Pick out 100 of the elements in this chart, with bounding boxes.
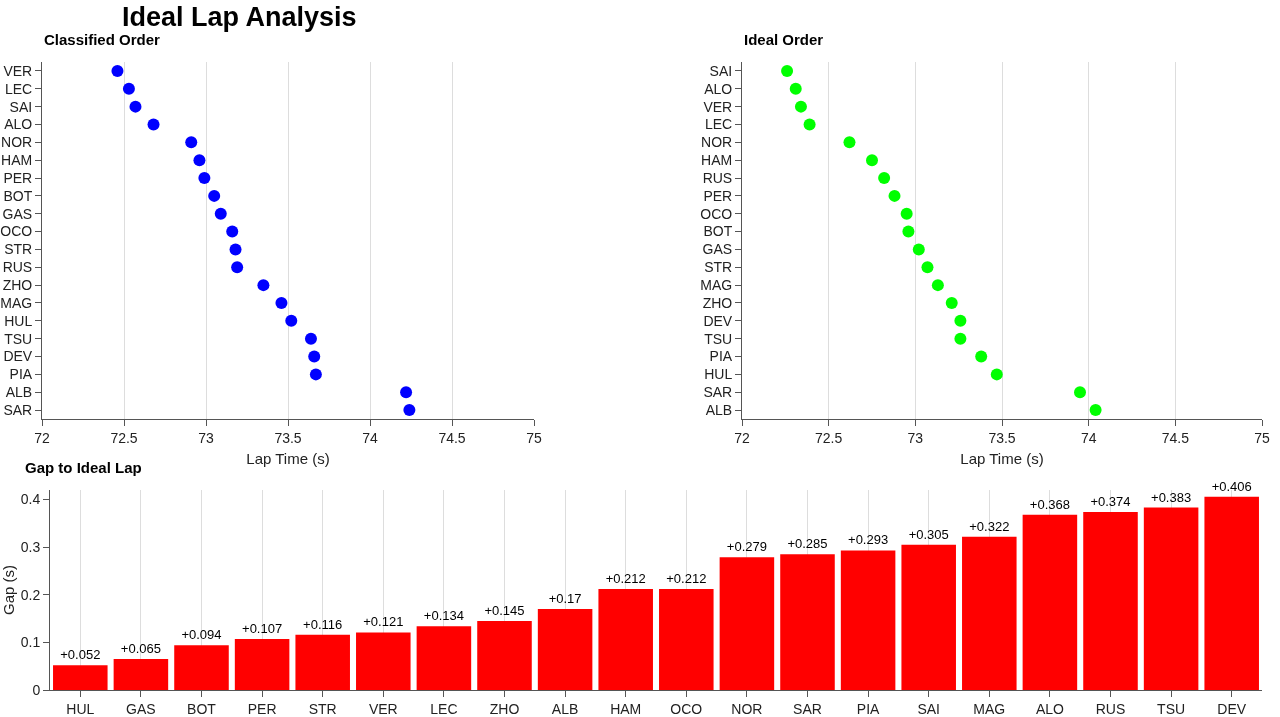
y-tick-label: ALB	[5, 384, 33, 401]
point	[208, 189, 221, 202]
y-tick-label: MAG	[0, 294, 33, 311]
bar	[295, 634, 350, 690]
y-tick-label: NOR	[701, 134, 733, 151]
x-tick-label: 72	[734, 429, 750, 446]
x-tick-label: 75	[1254, 429, 1270, 446]
y-tick-label: VER	[3, 62, 33, 79]
data-label: +0.065	[120, 641, 161, 657]
data-label: +0.094	[181, 627, 222, 643]
x-tick-label: 73	[907, 429, 924, 446]
y-tick-label: 0.1	[20, 634, 41, 651]
point	[990, 368, 1003, 381]
x-tick-label: HAM	[610, 700, 642, 717]
y-tick-label: STR	[704, 259, 733, 276]
bar	[356, 632, 411, 690]
y-tick-label: GAS	[2, 205, 33, 222]
x-tick-label: DEV	[1217, 700, 1247, 717]
data-label: +0.406	[1211, 478, 1252, 494]
y-tick-label: PER	[703, 187, 733, 204]
data-label: +0.145	[484, 602, 525, 618]
x-tick-label: PIA	[856, 700, 881, 717]
bar	[174, 645, 229, 690]
y-tick-label: HAM	[1, 152, 33, 169]
x-tick-label: ALO	[1035, 700, 1065, 717]
y-tick-label: PIA	[709, 348, 733, 365]
chart-subtitle: Classified Order	[44, 31, 161, 48]
point	[866, 154, 878, 167]
y-tick-label: RUS	[702, 169, 733, 186]
data-label: +0.121	[363, 614, 404, 630]
y-tick-label: 0.4	[20, 491, 41, 508]
x-tick-label: 72.5	[815, 429, 843, 446]
point	[1074, 386, 1086, 399]
y-tick-label: BOT	[703, 223, 733, 240]
bar	[537, 609, 593, 690]
x-tick-label: 74	[1080, 429, 1097, 446]
bar	[53, 665, 108, 690]
bar	[962, 536, 1017, 690]
point	[308, 350, 321, 363]
point	[111, 64, 124, 77]
bar	[1204, 496, 1259, 690]
y-tick-label: HAM	[701, 152, 733, 169]
point	[129, 100, 142, 113]
point	[122, 82, 135, 95]
x-tick-label: PER	[247, 700, 277, 717]
x-tick-label: GAS	[126, 700, 156, 717]
x-tick-label: SAI	[917, 700, 940, 717]
point	[888, 189, 901, 202]
bar	[659, 589, 714, 690]
point	[275, 296, 288, 309]
y-tick-label: LEC	[4, 80, 33, 97]
data-label: +0.107	[242, 621, 283, 637]
x-tick-label: VER	[368, 700, 398, 717]
point	[954, 332, 967, 345]
point	[900, 207, 913, 220]
y-tick-label: 0.3	[20, 539, 41, 556]
bar	[1083, 511, 1138, 690]
data-label: +0.383	[1151, 489, 1192, 505]
x-tick-label: 74.5	[1161, 429, 1190, 446]
point	[285, 314, 298, 327]
x-tick-label: BOT	[187, 700, 217, 717]
x-tick-label: ALB	[551, 700, 579, 717]
data-label: +0.293	[848, 532, 889, 548]
x-axis-title: Lap Time (s)	[960, 449, 1044, 467]
point	[226, 225, 239, 238]
x-axis-title: Lap Time (s)	[246, 449, 330, 467]
point	[147, 118, 160, 131]
y-tick-label: LEC	[704, 116, 733, 133]
point	[803, 118, 816, 131]
y-tick-label: VER	[703, 98, 733, 115]
x-tick-label: RUS	[1095, 700, 1126, 717]
x-tick-label: 73.5	[988, 429, 1016, 446]
x-tick-label: OCO	[670, 700, 703, 717]
x-tick-label: TSU	[1157, 700, 1186, 717]
y-tick-label: ALB	[705, 401, 733, 418]
y-tick-label: DEV	[3, 348, 33, 365]
point	[304, 332, 317, 345]
point	[975, 350, 988, 363]
data-label: +0.052	[60, 647, 101, 663]
point	[902, 225, 915, 238]
y-tick-label: SAR	[703, 384, 733, 401]
bar	[477, 620, 532, 690]
bar	[416, 626, 472, 690]
y-tick-label: STR	[4, 241, 33, 258]
y-tick-label: RUS	[2, 259, 33, 276]
point	[198, 172, 211, 185]
point	[403, 404, 416, 417]
x-tick-label: HUL	[66, 700, 95, 717]
data-label: +0.322	[969, 518, 1010, 534]
bar	[1022, 514, 1078, 690]
point	[231, 261, 244, 274]
point	[794, 100, 807, 113]
data-label: +0.17	[548, 591, 582, 607]
x-tick-label: SAR	[793, 700, 822, 717]
bar	[598, 589, 653, 690]
data-label: +0.285	[787, 536, 828, 552]
y-tick-label: ZHO	[2, 277, 33, 294]
y-tick-label: SAR	[3, 401, 33, 418]
point	[912, 243, 925, 256]
x-tick-label: STR	[308, 700, 337, 717]
